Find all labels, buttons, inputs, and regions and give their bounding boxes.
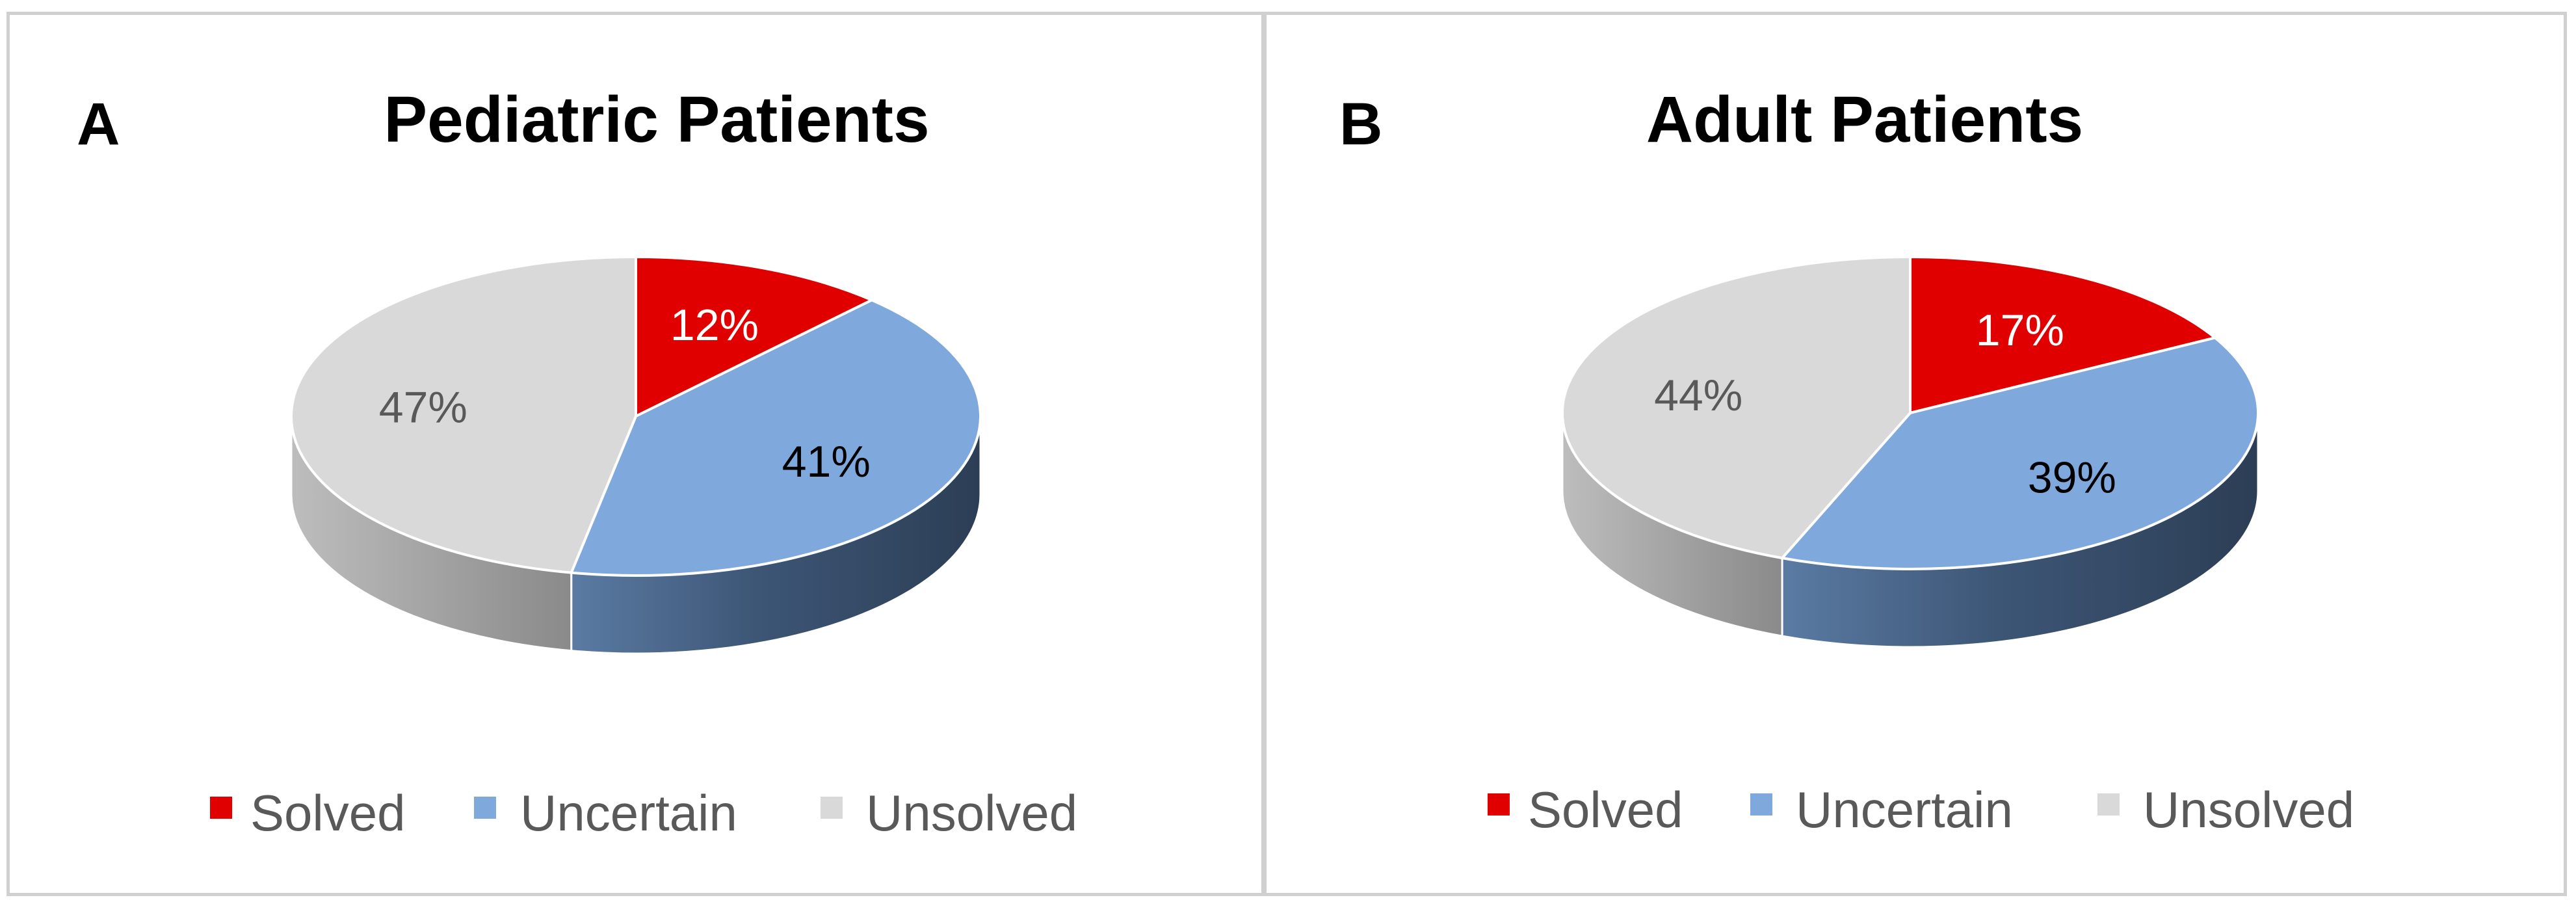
legend-swatch-unsolved (2097, 793, 2120, 816)
pie-slice-uncertain (570, 298, 982, 577)
pie-slice-solved (635, 256, 873, 418)
legend-label-uncertain: Uncertain (1796, 781, 2013, 838)
data-label-uncertain: 41% (782, 437, 871, 486)
data-label-solved: 17% (1976, 306, 2064, 355)
pie-slice-solved (1909, 256, 2216, 414)
pie-chart-b: B Adult Patients 17% 39% 44% Solved Uncert… (1339, 83, 2354, 838)
legend-swatch-solved (1488, 793, 1510, 816)
pie-slice-unsolved (290, 256, 637, 574)
pie-slice-uncertain (1781, 336, 2259, 570)
legend-label-unsolved: Unsolved (2143, 781, 2354, 838)
data-label-unsolved: 47% (379, 383, 467, 432)
panel-letter-b: B (1339, 91, 1382, 157)
pie-b: 17% 39% 44% (1561, 256, 2259, 648)
legend-label-solved: Solved (250, 784, 406, 842)
data-label-unsolved: 44% (1654, 371, 1742, 420)
legend-swatch-solved (210, 797, 232, 819)
legend-swatch-uncertain (474, 797, 496, 819)
legend-a: Solved Uncertain Unsolved (210, 784, 1077, 842)
data-label-solved: 12% (670, 300, 759, 350)
legend-label-unsolved: Unsolved (866, 784, 1077, 842)
legend-label-solved: Solved (1528, 781, 1683, 838)
legend-swatch-unsolved (821, 797, 843, 819)
legend-b: Solved Uncertain Unsolved (1488, 781, 2354, 838)
pie-chart-a: A Pediatric Patients 12% 41% 47% Solved Un… (77, 83, 1077, 842)
legend-label-uncertain: Uncertain (520, 784, 737, 842)
pie-slice-unsolved (1561, 256, 1912, 560)
panel-letter-a: A (77, 91, 120, 157)
chart-title-a: Pediatric Patients (384, 83, 929, 156)
chart-title-b: Adult Patients (1646, 83, 2083, 156)
data-label-uncertain: 39% (2028, 453, 2116, 502)
pie-a: 12% 41% 47% (290, 256, 982, 655)
legend-swatch-uncertain (1750, 793, 1772, 816)
